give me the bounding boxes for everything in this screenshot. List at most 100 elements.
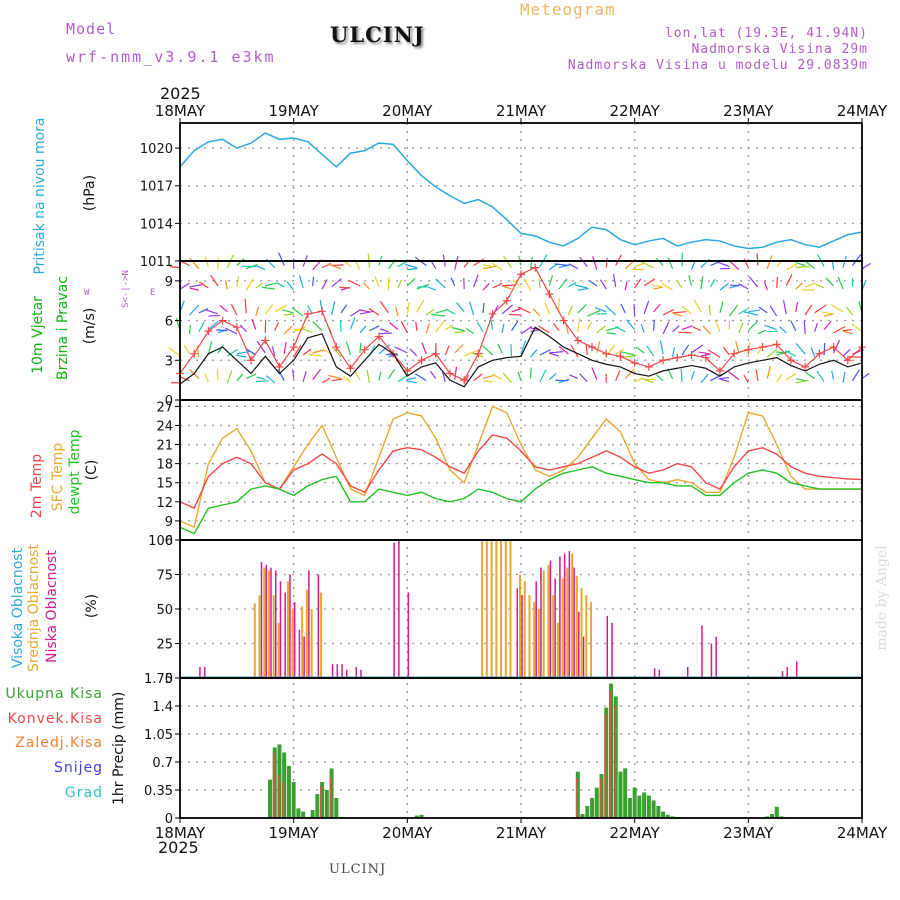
- wind-arrow: [265, 282, 277, 287]
- precip-total-bar: [310, 810, 315, 818]
- wind-arrow: [476, 322, 484, 333]
- wind-arrow: [278, 252, 285, 266]
- precip-total-bar: [642, 792, 647, 818]
- wind-arrow: [690, 370, 695, 380]
- wind-arrow: [196, 345, 200, 358]
- wind-arrow: [359, 342, 362, 353]
- wind-arrow: [624, 281, 628, 291]
- wind-arrow: [298, 275, 304, 289]
- wind-arrow: [861, 372, 870, 380]
- wind-arrow: [415, 321, 418, 331]
- wind-arrow: [738, 322, 744, 333]
- temp-tick-label: 15: [156, 477, 173, 492]
- precip-tick-label: 1.4: [152, 700, 173, 715]
- wind-arrow: [349, 317, 356, 330]
- wind-arrow: [717, 261, 730, 268]
- wind-arrow: [277, 368, 285, 381]
- precip-total-bar: [291, 782, 296, 818]
- wind-arrow: [709, 278, 716, 288]
- wind-arrow: [708, 305, 712, 316]
- temp-tick-label: 9: [165, 515, 173, 530]
- wind-arrow: [804, 282, 816, 288]
- wind-gust-marker: [460, 376, 469, 385]
- wind-arrow: [558, 263, 571, 269]
- wind-gust-marker: [488, 309, 497, 318]
- wind-gust-marker: [701, 353, 710, 362]
- wind-gust-marker: [531, 263, 540, 272]
- wind-arrow: [823, 342, 826, 356]
- legend-conv: Konvek.Kisa: [7, 711, 103, 727]
- year-bottom: 2025: [158, 838, 199, 857]
- wind-arrow: [236, 350, 251, 355]
- wind-arrow: [473, 373, 483, 382]
- wind-arrow: [691, 344, 704, 354]
- wind-arrow: [255, 282, 264, 289]
- wind-arrow: [312, 349, 325, 354]
- wind-arrow: [615, 370, 621, 381]
- wind-arrow: [454, 255, 459, 270]
- wind-arrow: [342, 375, 351, 383]
- wind-arrow: [283, 341, 287, 355]
- wind-arrow: [851, 323, 863, 333]
- model-label: Model: [66, 20, 117, 38]
- wind-arrow: [385, 353, 398, 356]
- wind-arrow: [179, 282, 190, 290]
- wind-arrow: [672, 312, 683, 317]
- wind-arrow: [579, 373, 588, 383]
- precip-total-bar: [665, 814, 670, 818]
- wind-gust-marker: [275, 362, 284, 371]
- wind-arrow: [719, 301, 724, 314]
- wind-gust-marker: [744, 345, 753, 354]
- wind-arrow: [743, 258, 749, 268]
- precip-total-bar: [419, 814, 424, 818]
- wind-arrow: [306, 305, 314, 315]
- wind-gust-marker: [360, 345, 369, 354]
- pressure-tick-label: 1014: [140, 217, 173, 232]
- temp-tick-label: 6: [165, 534, 173, 549]
- temp-tick-label: 18: [156, 458, 173, 473]
- wind-arrow: [569, 374, 579, 380]
- wind-arrow: [302, 328, 313, 334]
- wind-arrow: [833, 326, 846, 334]
- wind-arrow: [261, 286, 275, 290]
- cloud-tick-label: 25: [156, 638, 173, 653]
- wind-gust-marker: [630, 358, 639, 367]
- wind-gust-marker: [374, 332, 383, 341]
- wind-arrow: [444, 345, 450, 356]
- wind-gust-marker: [829, 343, 838, 352]
- wind-arrow: [698, 351, 711, 355]
- precip-total-bar: [301, 811, 306, 818]
- wind-arrow: [168, 347, 181, 357]
- wind-gust-marker: [758, 343, 767, 352]
- wind-arrow: [530, 329, 540, 333]
- wind-arrow: [502, 285, 512, 290]
- wind-arrow: [463, 350, 478, 357]
- wind-arrow: [661, 282, 673, 291]
- wind-arrow: [312, 321, 323, 332]
- temp-tick-label: 24: [156, 419, 173, 434]
- wind-arrow: [776, 374, 783, 383]
- wind-gust-marker: [772, 340, 781, 349]
- wind-arrow: [255, 380, 269, 383]
- legend-frz: Zaledj.Kisa: [15, 735, 103, 751]
- wind-arrow: [842, 329, 853, 332]
- wind-arrow: [577, 287, 589, 291]
- x-tick-top: 24MAY: [837, 102, 888, 120]
- wind-gust-marker: [289, 343, 298, 352]
- wind-arrow: [634, 262, 645, 268]
- wind-gust-marker: [673, 353, 682, 362]
- wind-arrow: [416, 299, 425, 313]
- wind-arrow: [852, 369, 860, 381]
- pressure-tick-label: 1011: [140, 255, 173, 270]
- pressure-frame: [179, 122, 863, 262]
- wind-arrow: [640, 324, 645, 333]
- wind-arrow: [492, 282, 503, 289]
- wind-arrow: [587, 310, 601, 317]
- wind-arrow: [331, 278, 342, 288]
- wind-gust-marker: [644, 362, 653, 371]
- wind-arrow: [529, 256, 533, 269]
- wind-arrow: [594, 306, 607, 313]
- precip-tick-label: 1.75: [144, 672, 173, 687]
- wind-arrow: [284, 313, 295, 316]
